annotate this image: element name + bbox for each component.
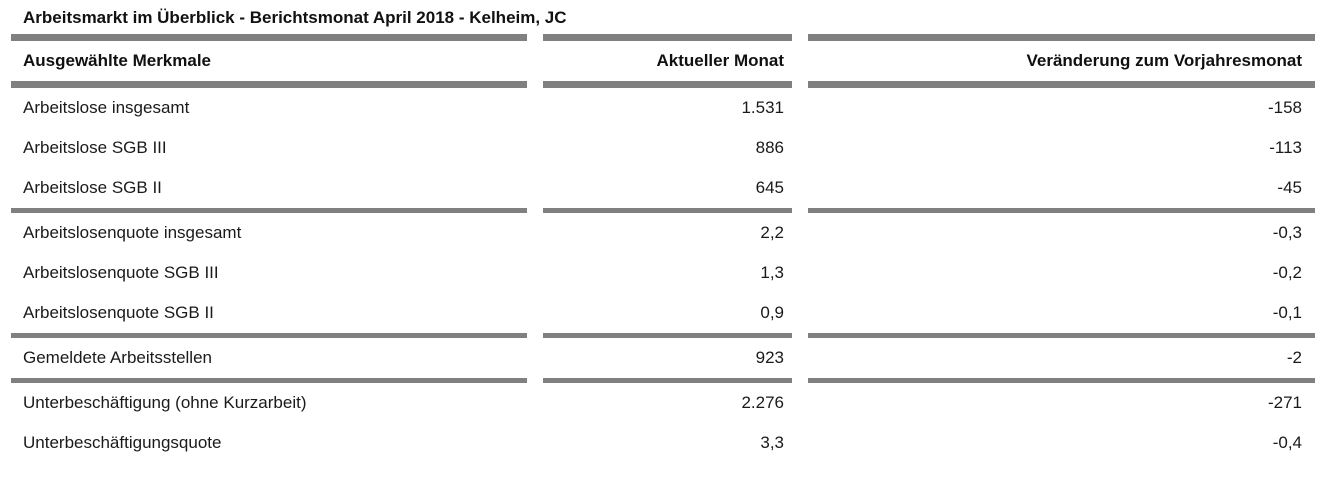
- value-current: 3,3: [760, 433, 784, 452]
- column-header-veraenderung: Veränderung zum Vorjahresmonat: [1026, 51, 1302, 70]
- table-row: Arbeitslose SGB III 886 -113: [11, 128, 1327, 168]
- value-change: -0,1: [1272, 303, 1302, 322]
- row-label: Arbeitslosenquote insgesamt: [23, 223, 242, 242]
- table-row: Unterbeschäftigung (ohne Kurzarbeit) 2.2…: [11, 383, 1327, 423]
- row-label: Arbeitslose insgesamt: [23, 98, 190, 117]
- row-label: Arbeitslosenquote SGB II: [23, 303, 214, 322]
- group-separator-rule: [11, 333, 1327, 338]
- row-label: Gemeldete Arbeitsstellen: [23, 348, 212, 367]
- rule-segment: [543, 81, 792, 88]
- value-change: -45: [1277, 178, 1302, 197]
- table-row: Arbeitslosenquote SGB III 1,3 -0,2: [11, 253, 1327, 293]
- rule-segment: [808, 208, 1315, 213]
- rule-segment: [11, 333, 527, 338]
- value-current: 0,9: [760, 303, 784, 322]
- overview-table: Ausgewählte Merkmale Aktueller Monat Ver…: [0, 34, 1327, 463]
- rule-segment: [543, 34, 792, 41]
- value-current: 1.531: [741, 98, 784, 117]
- table-row: Arbeitslosenquote insgesamt 2,2 -0,3: [11, 213, 1327, 253]
- table-row: Arbeitslose SGB II 645 -45: [11, 168, 1327, 208]
- column-header-merkmale: Ausgewählte Merkmale: [23, 51, 212, 70]
- table-header-rule: [11, 81, 1327, 88]
- row-label: Unterbeschäftigung (ohne Kurzarbeit): [23, 393, 307, 412]
- value-change: -0,2: [1272, 263, 1302, 282]
- table-row: Gemeldete Arbeitsstellen 923 -2: [11, 338, 1327, 378]
- value-change: -0,3: [1272, 223, 1302, 242]
- rule-segment: [808, 34, 1315, 41]
- value-current: 2,2: [760, 223, 784, 242]
- table-row: Arbeitslosenquote SGB II 0,9 -0,1: [11, 293, 1327, 333]
- rule-segment: [11, 81, 527, 88]
- value-change: -271: [1267, 393, 1302, 412]
- rule-segment: [808, 378, 1315, 383]
- value-change: -2: [1286, 348, 1302, 367]
- rule-segment: [543, 208, 792, 213]
- rule-segment: [543, 333, 792, 338]
- rule-segment: [11, 378, 527, 383]
- table-header-row: Ausgewählte Merkmale Aktueller Monat Ver…: [11, 41, 1327, 81]
- group-separator-rule: [11, 378, 1327, 383]
- value-current: 645: [755, 178, 784, 197]
- value-change: -0,4: [1272, 433, 1302, 452]
- rule-segment: [543, 378, 792, 383]
- rule-segment: [808, 81, 1315, 88]
- rule-segment: [808, 333, 1315, 338]
- row-label: Arbeitslose SGB II: [23, 178, 162, 197]
- value-current: 2.276: [741, 393, 784, 412]
- value-change: -113: [1269, 138, 1302, 157]
- row-label: Arbeitslosenquote SGB III: [23, 263, 219, 282]
- value-current: 1,3: [760, 263, 784, 282]
- rule-segment: [11, 34, 527, 41]
- value-current: 886: [755, 138, 784, 157]
- group-separator-rule: [11, 208, 1327, 213]
- table-top-rule: [11, 34, 1327, 41]
- value-current: 923: [755, 348, 784, 367]
- row-label: Arbeitslose SGB III: [23, 138, 167, 157]
- rule-segment: [11, 208, 527, 213]
- table-row: Arbeitslose insgesamt 1.531 -158: [11, 88, 1327, 128]
- column-header-aktueller-monat: Aktueller Monat: [656, 51, 784, 70]
- value-change: -158: [1267, 98, 1302, 117]
- table-row: Unterbeschäftigungsquote 3,3 -0,4: [11, 423, 1327, 463]
- page-title: Arbeitsmarkt im Überblick - Berichtsmona…: [23, 8, 567, 27]
- row-label: Unterbeschäftigungsquote: [23, 433, 222, 452]
